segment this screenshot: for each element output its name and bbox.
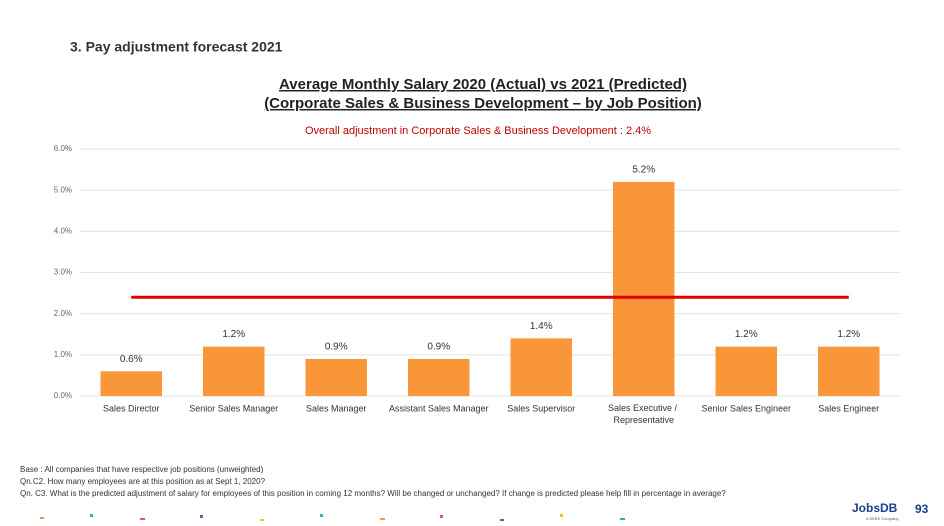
value-label: 0.9%: [427, 342, 450, 353]
footnote: Qn.C2. How many employees are at this po…: [20, 477, 266, 486]
value-label: 1.2%: [735, 329, 758, 340]
value-label: 1.2%: [222, 329, 245, 340]
footnote: Qn. C3. What is the predicted adjustment…: [20, 489, 726, 498]
y-tick-label: 3.0%: [54, 268, 72, 277]
y-tick-label: 1.0%: [54, 350, 72, 359]
x-tick-label: Assistant Sales Manager: [389, 403, 489, 413]
chart-title: (Corporate Sales & Business Development …: [264, 95, 702, 112]
value-label: 0.6%: [120, 354, 143, 365]
x-tick-label: Sales Director: [103, 403, 160, 413]
bar: [305, 358, 367, 396]
logo: JobsDB: [852, 501, 898, 515]
bar: [510, 338, 572, 396]
x-tick-label: Sales Manager: [306, 403, 367, 413]
y-tick-label: 5.0%: [54, 185, 72, 194]
bar: [818, 346, 880, 396]
confetti: [40, 514, 625, 521]
value-label: 1.4%: [530, 321, 553, 332]
x-tick-label: Sales Engineer: [818, 403, 879, 413]
value-label: 0.9%: [325, 342, 348, 353]
value-label: 5.2%: [632, 165, 655, 176]
x-tick-label: Sales Executive / Representative: [608, 403, 680, 425]
bar: [715, 346, 777, 396]
x-tick-label: Senior Sales Manager: [189, 403, 278, 413]
page-number: 93: [915, 502, 929, 516]
y-tick-label: 0.0%: [54, 391, 72, 400]
chart-subtitle: Overall adjustment in Corporate Sales & …: [305, 125, 651, 137]
bar: [100, 371, 162, 396]
x-tick-label: Sales Supervisor: [507, 403, 575, 413]
y-tick-label: 4.0%: [54, 226, 72, 235]
y-tick-label: 6.0%: [54, 144, 72, 153]
logo-sub: A SEEK Company: [866, 516, 898, 521]
chart-title: Average Monthly Salary 2020 (Actual) vs …: [279, 76, 687, 93]
footnote: Base : All companies that have respectiv…: [20, 465, 264, 474]
bar: [613, 181, 675, 396]
y-tick-label: 2.0%: [54, 309, 72, 318]
bar: [203, 346, 265, 396]
bar: [408, 358, 470, 396]
value-label: 1.2%: [837, 329, 860, 340]
section-title: 3. Pay adjustment forecast 2021: [70, 39, 283, 55]
x-tick-label: Senior Sales Engineer: [701, 403, 791, 413]
